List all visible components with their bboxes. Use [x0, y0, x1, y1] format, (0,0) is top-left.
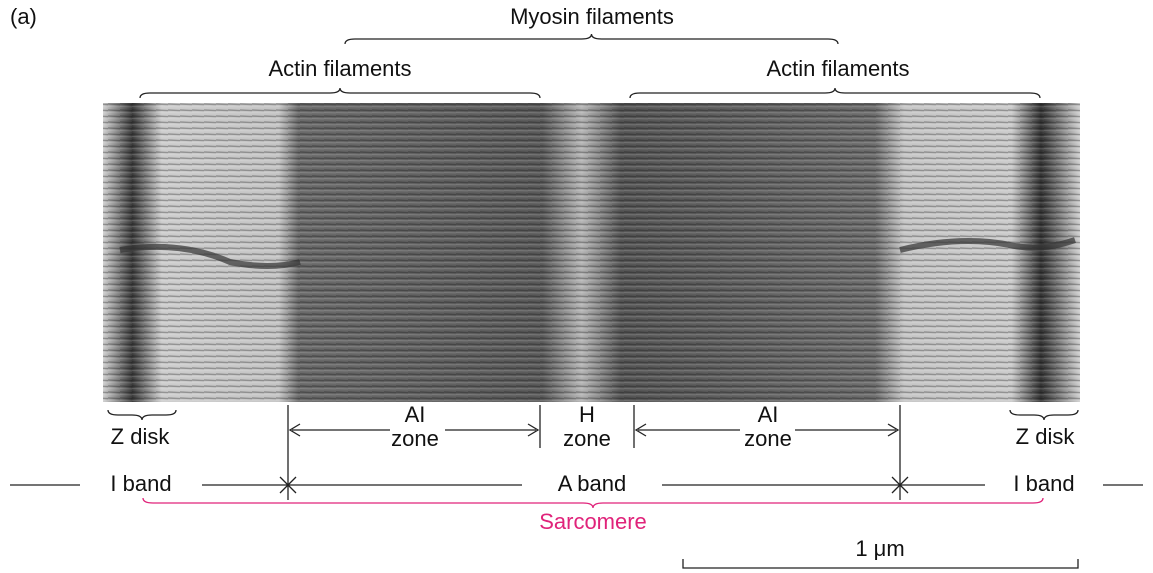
brace	[345, 34, 838, 44]
sarcomere-figure: (a) Myosin filaments Actin filaments Act…	[0, 0, 1153, 573]
zone-label: zone	[563, 426, 611, 451]
band-label: I band	[110, 471, 171, 496]
z-disk-label: Z disk	[111, 424, 171, 449]
actin-label-right: Actin filaments	[766, 56, 909, 81]
micrograph	[103, 103, 1080, 402]
actin-label-left: Actin filaments	[268, 56, 411, 81]
band-label: I band	[1013, 471, 1074, 496]
scale-bar-label: 1 μm	[855, 536, 904, 561]
brace	[1010, 410, 1078, 420]
brace	[140, 88, 540, 98]
band-label: A band	[558, 471, 627, 496]
zone-label: zone	[391, 426, 439, 451]
myosin-label: Myosin filaments	[510, 4, 674, 29]
z-disk-label: Z disk	[1016, 424, 1076, 449]
brace	[630, 88, 1040, 98]
zone-label: AI	[405, 402, 426, 427]
panel-label: (a)	[10, 4, 37, 29]
zone-label: zone	[744, 426, 792, 451]
zone-label: H	[579, 402, 595, 427]
sarcomere-label: Sarcomere	[539, 509, 647, 534]
zone-label: AI	[758, 402, 779, 427]
brace	[108, 410, 176, 420]
brace	[143, 498, 1043, 508]
